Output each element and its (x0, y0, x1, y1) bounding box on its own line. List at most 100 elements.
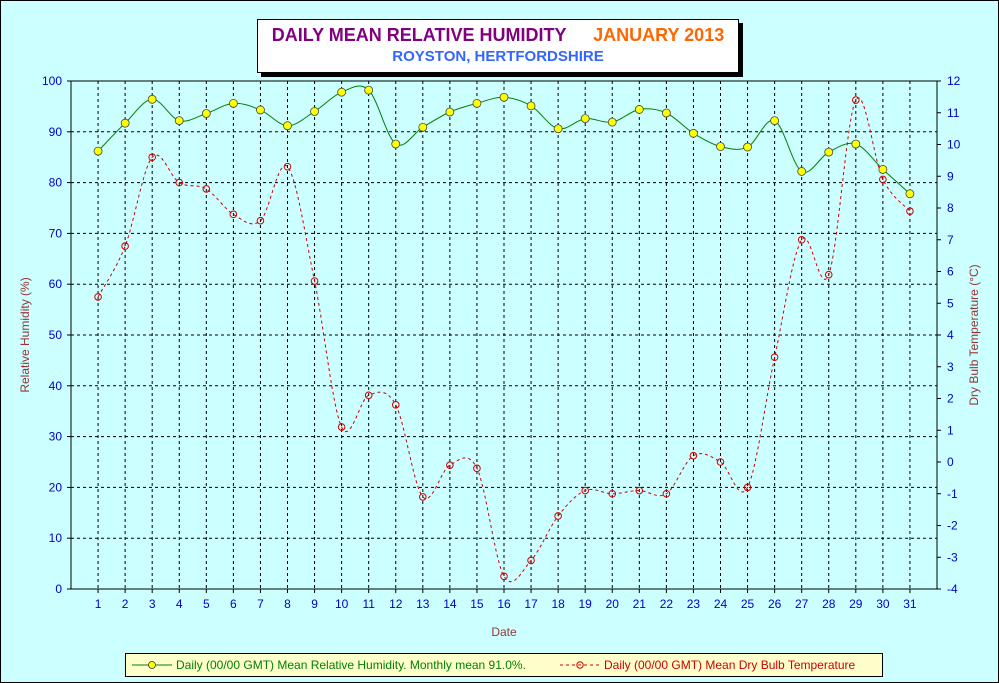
x-tick-label: 25 (741, 597, 755, 611)
x-tick-label: 15 (470, 597, 484, 611)
chart-month: JANUARY 2013 (593, 25, 725, 45)
temperature-point (229, 210, 238, 219)
temperature-point (121, 242, 129, 250)
x-tick-label: 20 (606, 597, 620, 611)
humidity-point (472, 98, 482, 108)
temperature-point (175, 178, 184, 187)
x-tick-label: 8 (284, 597, 291, 611)
x-tick-label: 17 (524, 597, 538, 611)
x-tick-label: 31 (903, 597, 917, 611)
temperature-point (94, 293, 102, 301)
y2-tick-label: 8 (947, 201, 954, 215)
humidity-point (689, 128, 698, 138)
temperature-point (446, 461, 454, 469)
y2-tick-label: 5 (947, 296, 954, 310)
temperature-point (500, 572, 508, 581)
humidity-point (201, 109, 211, 118)
temperature-point (310, 277, 319, 285)
x-tick-label: 19 (579, 597, 593, 611)
legend-dbt-label: Daily (00/00 GMT) Mean Dry Bulb Temperat… (604, 658, 856, 672)
series (93, 85, 915, 583)
axes: 0102030405060708090100-4-3-2-10123456789… (42, 74, 961, 611)
y2-tick-label: 4 (947, 328, 954, 342)
temperature-point (256, 216, 265, 225)
temperature-point (662, 489, 671, 498)
x-tick-label: 1 (95, 597, 102, 611)
humidity-point (770, 116, 780, 126)
y2-tick-label: 10 (947, 138, 961, 152)
y2-tick-label: 0 (947, 455, 954, 469)
y-tick-label: 10 (49, 531, 63, 545)
humidity-point (391, 139, 401, 149)
series-line-dry-bulb-temperature (97, 97, 911, 583)
x-tick-label: 5 (203, 597, 210, 611)
temperature-point (852, 96, 860, 104)
title-line: DAILY MEAN RELATIVE HUMIDITY JANUARY 201… (258, 25, 738, 46)
humidity-point (174, 116, 184, 126)
temperature-point (581, 486, 589, 495)
humidity-point (851, 139, 861, 149)
legend: Daily (00/00 GMT) Mean Relative Humidity… (125, 653, 883, 677)
temperature-point (337, 423, 346, 431)
y2-tick-label: -2 (947, 519, 958, 533)
chart-title: DAILY MEAN RELATIVE HUMIDITY (271, 25, 567, 45)
temperature-point (635, 486, 644, 495)
humidity-point (337, 87, 347, 97)
humidity-point (256, 105, 265, 115)
x-tick-label: 27 (795, 597, 809, 611)
temperature-point (689, 451, 698, 460)
y2-tick-label: 6 (947, 265, 954, 279)
x-tick-label: 16 (497, 597, 511, 611)
temperature-point (473, 464, 481, 473)
x-axis-label: Date (491, 625, 517, 639)
x-tick-label: 13 (416, 597, 430, 611)
humidity-point (716, 142, 725, 151)
temperature-point (527, 556, 535, 565)
y-tick-label: 90 (49, 125, 63, 139)
x-tick-label: 10 (335, 597, 349, 611)
x-tick-label: 29 (849, 597, 863, 611)
humidity-point (147, 94, 157, 104)
humidity-point (743, 142, 752, 152)
humidity-point (228, 98, 238, 108)
temperature-point (148, 153, 156, 161)
temperature-point (743, 483, 752, 492)
temperature-point (906, 207, 914, 215)
temperature-point (770, 353, 779, 362)
y2-tick-label: 7 (947, 233, 954, 247)
temperature-point (283, 162, 292, 171)
y2-tick-label: -3 (947, 550, 958, 564)
chart-subtitle: ROYSTON, HERTFORDSHIRE (392, 48, 604, 65)
grid (71, 81, 937, 589)
y2-tick-label: 2 (947, 392, 954, 406)
y-tick-label: 0 (55, 582, 62, 596)
y-tick-label: 80 (49, 176, 63, 190)
x-tick-label: 28 (822, 597, 836, 611)
temperature-point (716, 458, 725, 466)
humidity-point (445, 107, 455, 117)
y2-tick-label: 3 (947, 360, 954, 374)
temperature-point (554, 512, 562, 520)
x-tick-label: 22 (660, 597, 674, 611)
temperature-point (608, 489, 617, 498)
y2-tick-label: 9 (947, 169, 954, 183)
y2-tick-label: 12 (947, 74, 961, 88)
y2-tick-label: 1 (947, 423, 954, 437)
humidity-point (418, 122, 428, 132)
y-tick-label: 30 (49, 430, 63, 444)
humidity-point (283, 121, 292, 131)
y-tick-label: 100 (42, 74, 62, 88)
humidity-point (661, 108, 671, 118)
y2-tick-label: 11 (947, 106, 960, 120)
humidity-point (878, 164, 888, 174)
humidity-point (310, 107, 319, 116)
humidity-point (607, 117, 617, 127)
humidity-point (364, 85, 374, 95)
legend-dbt-swatch (560, 661, 600, 669)
humidity-point (634, 105, 644, 114)
humidity-point (553, 124, 563, 134)
temperature-point (419, 493, 427, 501)
x-tick-label: 11 (362, 597, 375, 611)
x-tick-label: 18 (551, 597, 565, 611)
